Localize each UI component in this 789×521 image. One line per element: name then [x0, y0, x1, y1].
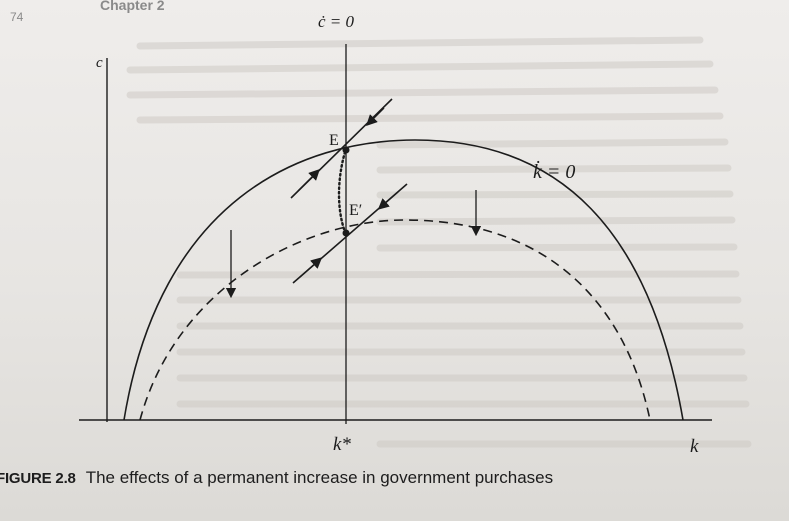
point-E-prime-label: E′: [349, 202, 362, 219]
k-dot-zero-curve: [123, 139, 684, 421]
c-dot-zero-label: ċ = 0: [318, 12, 355, 31]
page-number: 74: [10, 10, 24, 24]
x-axis-label: k: [690, 436, 699, 457]
k-dot-zero-shifted-curve: [139, 219, 651, 421]
saddle-arrow-E-prime-upper: [377, 191, 399, 210]
kstar-label: k*: [333, 434, 351, 455]
chapter-heading: Chapter 2: [100, 0, 165, 13]
saddle-arrow-E-lower: [297, 169, 320, 192]
point-E-prime: [342, 229, 350, 237]
figure-number: FIGURE 2.8: [0, 470, 76, 487]
point-E-label: E: [329, 132, 339, 149]
k-dot-zero-label: k̇ = 0: [533, 159, 575, 183]
saddle-arrow-E-prime-lower: [299, 257, 323, 278]
caption-text: The effects of a permanent increase in g…: [85, 468, 554, 487]
jump-path: [337, 150, 347, 234]
saddle-arrow-E-upper: [366, 107, 385, 126]
point-E: [342, 146, 350, 154]
y-axis-label: c: [96, 55, 103, 71]
figure-caption: FIGURE 2.8 The effects of a permanent inc…: [0, 468, 553, 488]
